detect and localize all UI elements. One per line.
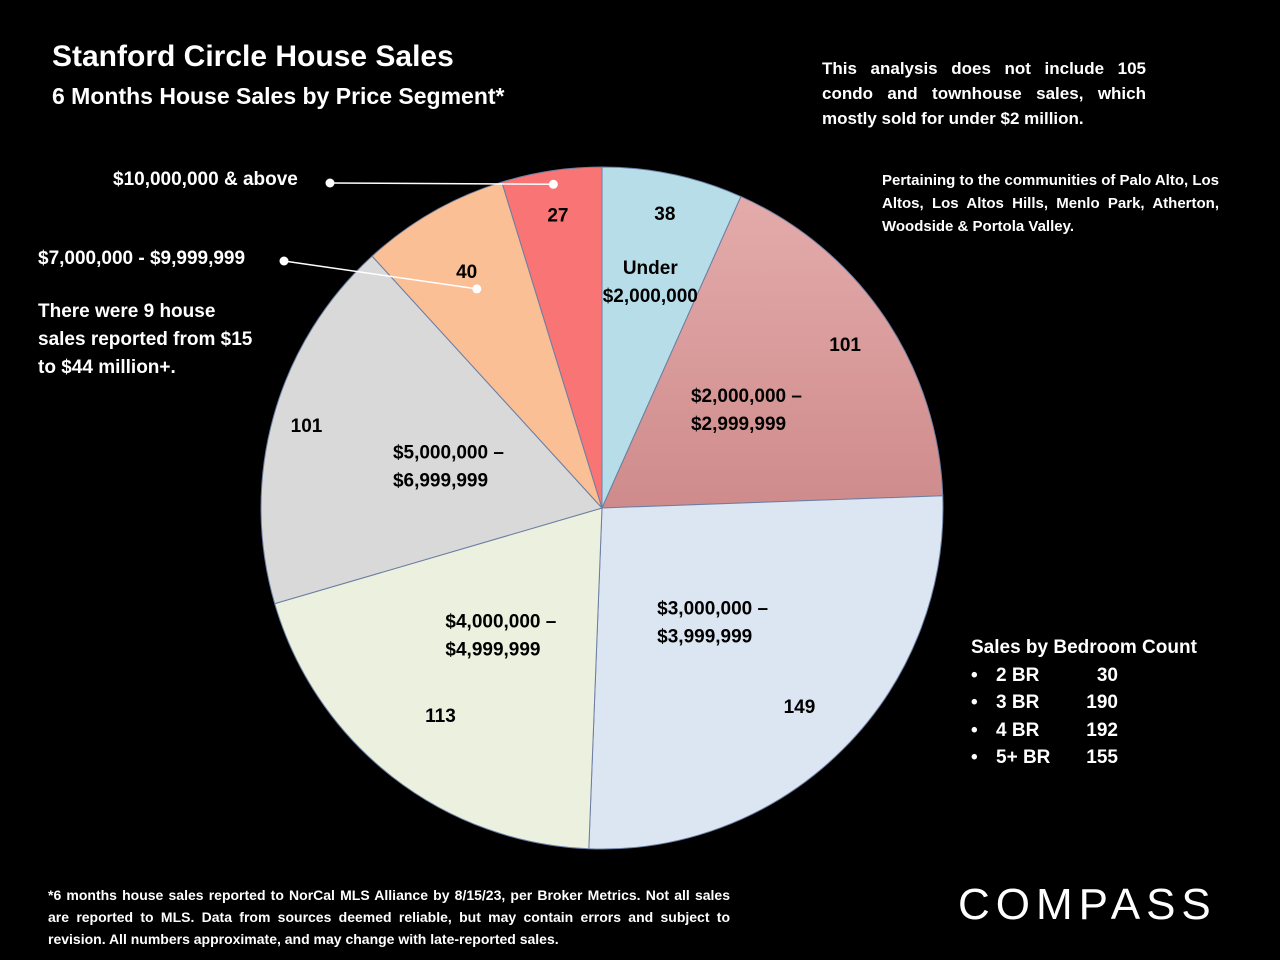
bedroom-label: 2 BR	[996, 664, 1040, 686]
pie-slice	[260, 255, 603, 605]
callout-dot	[325, 178, 335, 188]
slice-category-label: $4,000,000 – $4,999,999	[445, 611, 556, 660]
callout-dot	[548, 179, 558, 189]
pie-slice	[501, 166, 603, 509]
slice-value-label: 27	[547, 206, 568, 227]
bedroom-count-box: Sales by Bedroom Count • 2 BR 30 • 3 BR 190 …	[971, 634, 1197, 772]
slice-value-label: 38	[654, 204, 675, 225]
slice-value-label: 149	[784, 697, 816, 718]
slice-value-label: 101	[291, 416, 323, 437]
callout-dot	[279, 256, 289, 266]
list-item: • 2 BR 30	[971, 662, 1197, 690]
slice-value-label: 40	[456, 262, 477, 283]
condo-note: This analysis does not include 105 condo…	[822, 59, 1146, 128]
slice-value-label: 101	[829, 335, 861, 356]
slice-category-label: $2,000,000 – $2,999,999	[691, 386, 802, 435]
bedroom-label: 3 BR	[996, 692, 1040, 713]
bedroom-count: 192	[1086, 719, 1118, 741]
callout-line	[283, 260, 477, 290]
pie-slice	[601, 166, 742, 509]
slice-category-label: Under $2,000,000	[603, 258, 698, 307]
pie-slice	[588, 495, 944, 850]
callout-line	[329, 182, 554, 186]
compass-logo: COMPASS	[958, 880, 1217, 929]
slice-value-label: 113	[425, 706, 456, 727]
extra-sales-note: There were 9 house sales reported from $…	[38, 301, 253, 378]
bedroom-label: 5+ BR	[996, 747, 1051, 768]
bedroom-count: 30	[1096, 664, 1118, 686]
slice-category-label: $5,000,000 – $6,999,999	[393, 443, 504, 492]
pie-slice	[601, 195, 944, 509]
list-item: • 4 BR 192	[971, 717, 1197, 745]
footnote: *6 months house sales reported to NorCal…	[48, 887, 730, 947]
list-item: • 3 BR 190	[971, 689, 1197, 717]
bedroom-count: 155	[1086, 747, 1118, 768]
bedroom-label: 4 BR	[996, 719, 1040, 741]
bedroom-list: • 2 BR 30 • 3 BR 190 • 4 BR 192 • 5+ BR 155	[971, 662, 1197, 772]
chart-subtitle: 6 Months House Sales by Price Segment*	[52, 83, 505, 109]
bedroom-count: 190	[1086, 692, 1118, 713]
list-item: • 5+ BR 155	[971, 744, 1197, 772]
pie-slice	[274, 507, 603, 850]
chart-title: Stanford Circle House Sales	[52, 40, 454, 73]
communities-note: Pertaining to the communities of Palo Al…	[882, 172, 1219, 235]
slice-category-label: $3,000,000 – $3,999,999	[657, 598, 768, 647]
callout-7m-label: $7,000,000 - $9,999,999	[38, 248, 246, 269]
bedroom-title: Sales by Bedroom Count	[971, 637, 1197, 658]
callout-dot	[472, 284, 482, 294]
callout-10m-label: $10,000,000 & above	[113, 169, 298, 190]
